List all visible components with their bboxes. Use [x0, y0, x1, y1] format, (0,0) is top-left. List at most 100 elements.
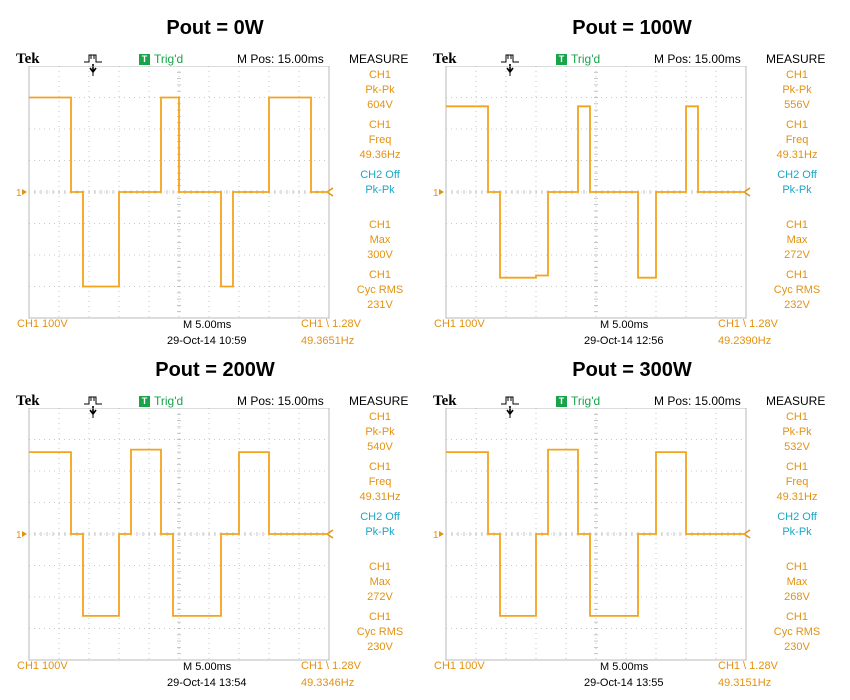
measurement-l2: Pk-Pk — [365, 184, 395, 196]
measure-menu-title: MEASURE — [349, 394, 409, 408]
main-position: M Pos: 15.00ms — [237, 52, 324, 66]
measurement-l3: 272V — [367, 591, 393, 603]
measurement-l2: Cyc RMS — [356, 626, 404, 638]
measurement-l1: CH1 — [785, 269, 808, 281]
main-position: M Pos: 15.00ms — [237, 394, 324, 408]
measure-menu-title: MEASURE — [766, 394, 826, 408]
measurement-box[interactable]: CH1 Max 268V — [764, 560, 830, 608]
measurement-box[interactable]: CH1 Cyc RMS 232V — [764, 268, 830, 316]
measurement-l1: CH1 — [785, 69, 808, 81]
scope-panel-1: Pout = 100W Tek T Trig'd M Pos: 15.00ms MEASU… — [432, 10, 832, 350]
measurement-box[interactable]: CH1 Freq 49.36Hz — [347, 118, 413, 166]
scope-panel-0: Pout = 0W Tek T Trig'd M Pos: 15.00ms MEASURE… — [15, 10, 415, 350]
measurement-l1: CH2 Off — [360, 169, 400, 181]
measurement-box[interactable]: CH1 Max 272V — [347, 560, 413, 608]
measurement-box[interactable]: CH1 Cyc RMS 231V — [347, 268, 413, 316]
measurement-l2: Pk-Pk — [782, 184, 812, 196]
measurement-l2: Max — [369, 234, 391, 246]
measurement-box[interactable]: CH1 Max 272V — [764, 218, 830, 266]
ch1-ground-marker: 1 — [433, 188, 439, 199]
panel-title: Pout = 0W — [166, 17, 264, 39]
tek-logo: Tek — [433, 51, 457, 67]
time-base: M 5.00ms — [183, 319, 232, 331]
trigger-setting: CH1 \ 1.28V — [301, 660, 361, 672]
measurement-l3: 49.31Hz — [359, 491, 401, 503]
trigger-status: Trig'd — [571, 394, 601, 408]
measurement-box[interactable]: CH1 Pk-Pk 556V — [764, 68, 830, 116]
time-base: M 5.00ms — [600, 661, 649, 673]
ch1-ground-arrow — [439, 531, 444, 537]
measurement-l2: Cyc RMS — [773, 284, 821, 296]
ch1-scale: CH1 100V — [17, 318, 68, 330]
ch1-waveform-trace — [446, 105, 746, 279]
measurement-l3: 272V — [784, 249, 810, 261]
trigger-status: Trig'd — [154, 52, 184, 66]
measurement-l2: Max — [786, 576, 808, 588]
ch1-waveform-trace — [446, 448, 746, 617]
measurement-box[interactable]: CH1 Pk-Pk 532V — [764, 410, 830, 458]
measurement-l1: CH2 Off — [777, 169, 817, 181]
scope-display: Tek T Trig'd M Pos: 15.00ms MEASURE 1 CH1 Pk-Pk… — [15, 392, 415, 692]
measurement-l1: CH1 — [368, 219, 391, 231]
scope-display: Tek T Trig'd M Pos: 15.00ms MEASURE 1 CH1 Pk-Pk… — [432, 50, 832, 350]
capture-timestamp: 29-Oct-14 13:54 — [167, 677, 247, 689]
measurement-box[interactable]: CH1 Pk-Pk 540V — [347, 410, 413, 458]
tek-logo: Tek — [16, 393, 40, 409]
measurement-l2: Pk-Pk — [365, 526, 395, 538]
panel-title: Pout = 100W — [572, 17, 692, 39]
ch1-waveform-trace — [29, 448, 329, 617]
measurement-box[interactable]: CH2 Off Pk-Pk — [764, 168, 830, 216]
waveform-screen: 1 — [433, 66, 751, 319]
measurement-box[interactable]: CH1 Freq 49.31Hz — [764, 118, 830, 166]
measurement-box[interactable]: CH1 Cyc RMS 230V — [764, 610, 830, 658]
ch1-ground-arrow — [22, 531, 27, 537]
measurement-l2: Pk-Pk — [782, 426, 812, 438]
measurement-l1: CH1 — [785, 611, 808, 623]
ch1-ground-marker: 1 — [433, 530, 439, 541]
measurement-box[interactable]: CH2 Off Pk-Pk — [347, 168, 413, 216]
capture-timestamp: 29-Oct-14 10:59 — [167, 335, 247, 347]
measurement-box[interactable]: CH1 Pk-Pk 604V — [347, 68, 413, 116]
measurement-l1: CH1 — [368, 461, 391, 473]
trigger-setting: CH1 \ 1.28V — [301, 318, 361, 330]
trigger-status-icon: T — [139, 396, 150, 407]
measurement-l3: 230V — [784, 641, 810, 653]
measurement-l2: Pk-Pk — [782, 526, 812, 538]
measurement-box[interactable]: CH1 Cyc RMS 230V — [347, 610, 413, 658]
ch1-scale: CH1 100V — [17, 660, 68, 672]
panel-title: Pout = 300W — [572, 359, 692, 381]
trigger-frequency: 49.3151Hz — [718, 677, 772, 689]
measurement-box[interactable]: CH2 Off Pk-Pk — [347, 510, 413, 558]
trigger-setting: CH1 \ 1.28V — [718, 660, 778, 672]
measurement-box[interactable]: CH1 Freq 49.31Hz — [347, 460, 413, 508]
measurement-box[interactable]: CH2 Off Pk-Pk — [764, 510, 830, 558]
main-position: M Pos: 15.00ms — [654, 52, 741, 66]
scope-display: Tek T Trig'd M Pos: 15.00ms MEASURE 1 CH1 Pk-Pk… — [432, 392, 832, 692]
measurement-l1: CH2 Off — [360, 511, 400, 523]
measurement-box[interactable]: CH1 Max 300V — [347, 218, 413, 266]
measurement-l3: 49.31Hz — [776, 491, 818, 503]
scope-panel-2: Pout = 200W Tek T Trig'd M Pos: 15.00ms MEASU… — [15, 352, 415, 692]
measurement-box[interactable]: CH1 Freq 49.31Hz — [764, 460, 830, 508]
measurement-l2: Cyc RMS — [773, 626, 821, 638]
ch1-ground-marker: 1 — [16, 188, 22, 199]
trigger-status-icon: T — [556, 396, 567, 407]
trigger-status-icon: T — [556, 54, 567, 65]
measurement-l2: Freq — [785, 476, 809, 488]
ch1-scale: CH1 100V — [434, 318, 485, 330]
measurement-l2: Pk-Pk — [365, 426, 395, 438]
measurement-l3: 231V — [367, 299, 393, 311]
panel-title: Pout = 200W — [155, 359, 275, 381]
measurement-l2: Freq — [368, 476, 392, 488]
trigger-status-icon: T — [139, 54, 150, 65]
measurement-l3: 49.36Hz — [359, 149, 401, 161]
tek-logo: Tek — [16, 51, 40, 67]
time-base: M 5.00ms — [183, 661, 232, 673]
measurement-l1: CH1 — [785, 411, 808, 423]
measurement-l1: CH2 Off — [777, 511, 817, 523]
scope-display: Tek T Trig'd M Pos: 15.00ms MEASURE 1 CH1 Pk-Pk… — [15, 50, 415, 350]
trigger-frequency: 49.3651Hz — [301, 335, 355, 347]
tek-logo: Tek — [433, 393, 457, 409]
ch1-waveform-trace — [29, 96, 329, 288]
measurement-l3: 232V — [784, 299, 810, 311]
